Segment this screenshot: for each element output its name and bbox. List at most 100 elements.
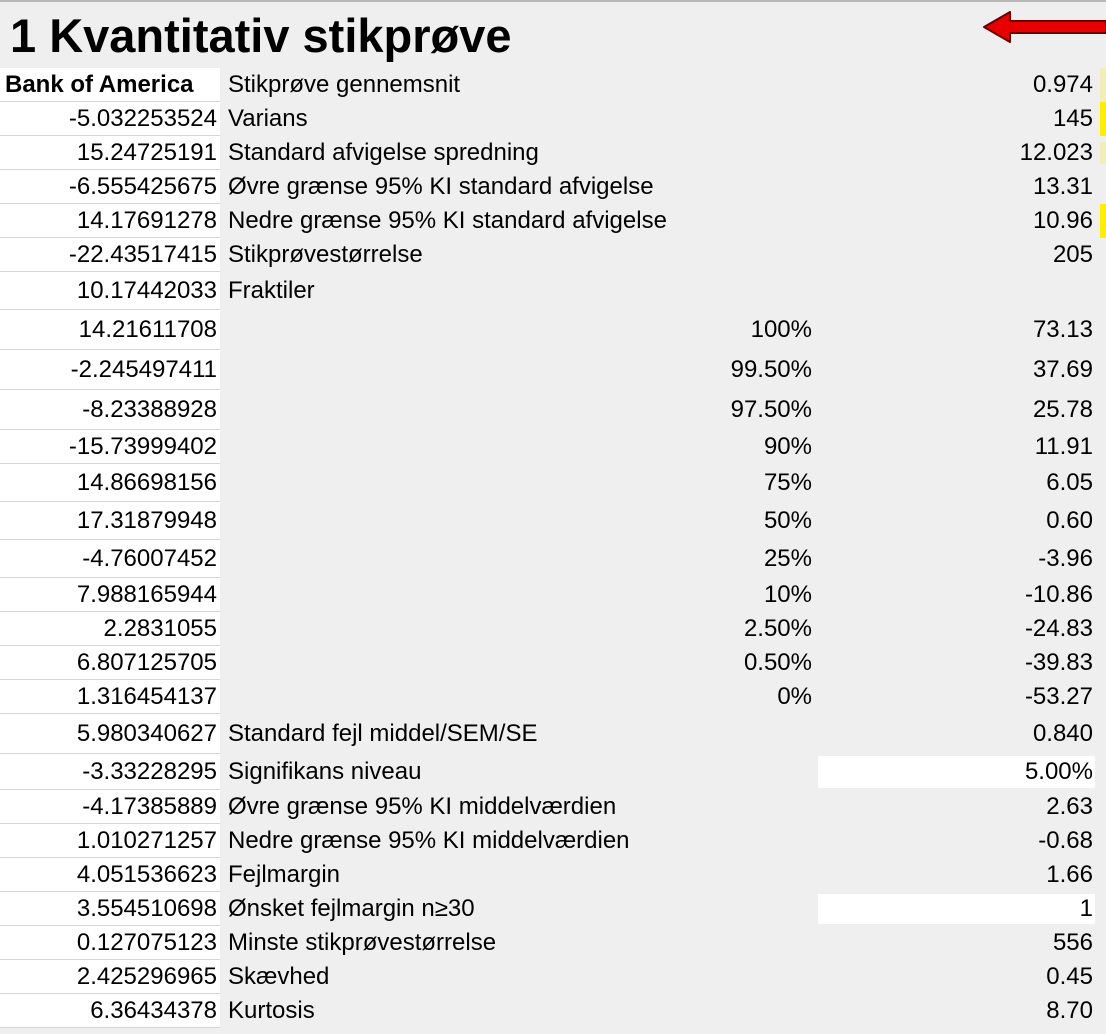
row-label[interactable]: Øvre grænse 95% KI middelværdien: [228, 793, 617, 820]
input-cell[interactable]: 1: [818, 894, 1095, 924]
column-a-cell[interactable]: 5.980340627: [0, 714, 220, 754]
row-value[interactable]: 0.840: [1032, 720, 1093, 747]
quantile-percent[interactable]: 97.50%: [730, 396, 812, 423]
column-a-cell[interactable]: 7.988165944: [0, 578, 220, 612]
quantile-percent[interactable]: [600, 926, 812, 960]
row-value[interactable]: -53.27: [1024, 683, 1093, 710]
quantile-percent[interactable]: [600, 102, 812, 136]
highlight-marker: [1100, 102, 1106, 136]
row-value[interactable]: 0.974: [1032, 71, 1093, 98]
column-a-cell[interactable]: 3.554510698: [0, 892, 220, 926]
row-label[interactable]: Ønsket fejlmargin n≥30: [228, 895, 475, 922]
quantile-percent[interactable]: [600, 272, 812, 310]
quantile-percent[interactable]: 2.50%: [743, 615, 812, 642]
row-label[interactable]: Fraktiler: [228, 277, 315, 304]
row-label[interactable]: Varians: [228, 105, 308, 132]
quantile-percent[interactable]: [600, 170, 812, 204]
row-label[interactable]: Nedre grænse 95% KI middelværdien: [228, 827, 630, 854]
row-value[interactable]: -24.83: [1024, 615, 1093, 642]
row-value[interactable]: -10.86: [1024, 581, 1093, 608]
quantile-percent[interactable]: 25%: [763, 545, 812, 572]
row-label[interactable]: Øvre grænse 95% KI standard afvigelse: [228, 173, 654, 200]
column-a-cell[interactable]: 10.17442033: [0, 272, 220, 310]
column-a-cell[interactable]: 4.051536623: [0, 858, 220, 892]
quantile-percent[interactable]: [600, 714, 812, 754]
row-value[interactable]: 37.69: [1032, 356, 1093, 383]
row-value[interactable]: 205: [1052, 241, 1093, 268]
row-value[interactable]: 12.023: [1019, 139, 1093, 166]
row-value[interactable]: 25.78: [1032, 396, 1093, 423]
column-a-cell[interactable]: 14.86698156: [0, 464, 220, 502]
quantile-percent[interactable]: 99.50%: [730, 356, 812, 383]
column-a-cell[interactable]: -15.73999402: [0, 430, 220, 464]
row-value[interactable]: 11.91: [1034, 433, 1093, 460]
column-a-header[interactable]: Bank of America: [0, 68, 220, 102]
row-value[interactable]: 1.66: [1046, 861, 1093, 888]
row-value[interactable]: -0.68: [1038, 827, 1093, 854]
column-a-cell[interactable]: 0.127075123: [0, 926, 220, 960]
quantile-percent[interactable]: [600, 238, 812, 272]
quantile-percent[interactable]: 100%: [750, 316, 812, 343]
row-value[interactable]: 0.45: [1046, 963, 1093, 990]
column-a-cell[interactable]: -22.43517415: [0, 238, 220, 272]
quantile-percent[interactable]: [600, 824, 812, 858]
quantile-percent[interactable]: [600, 204, 812, 238]
column-a-cell[interactable]: -6.555425675: [0, 170, 220, 204]
column-a-cell[interactable]: -4.76007452: [0, 540, 220, 578]
row-label[interactable]: Nedre grænse 95% KI standard afvigelse: [228, 207, 667, 234]
row-label[interactable]: Standard fejl middel/SEM/SE: [228, 720, 538, 747]
row-value[interactable]: 73.13: [1032, 316, 1093, 343]
column-a-cell[interactable]: -4.17385889: [0, 790, 220, 824]
row-value[interactable]: 6.05: [1046, 469, 1093, 496]
column-a-cell[interactable]: 14.21611708: [0, 310, 220, 350]
row-value[interactable]: -39.83: [1024, 649, 1093, 676]
row-value[interactable]: 0.60: [1046, 507, 1093, 534]
column-a-cell[interactable]: 6.36434378: [0, 994, 220, 1028]
row-value[interactable]: 145: [1052, 105, 1093, 132]
column-a-cell[interactable]: 14.17691278: [0, 204, 220, 238]
row-label[interactable]: Standard afvigelse spredning: [228, 139, 539, 166]
quantile-percent[interactable]: 10%: [763, 581, 812, 608]
row-value[interactable]: 13.31: [1032, 173, 1093, 200]
row-label[interactable]: Kurtosis: [228, 997, 315, 1024]
quantile-percent[interactable]: [600, 994, 812, 1028]
table-row: -4.17385889 Øvre grænse 95% KI middelværd…: [0, 790, 1106, 824]
row-value[interactable]: 2.63: [1046, 793, 1093, 820]
quantile-percent[interactable]: [600, 790, 812, 824]
column-a-cell[interactable]: -8.23388928: [0, 390, 220, 430]
column-a-cell[interactable]: 17.31879948: [0, 502, 220, 540]
column-a-cell[interactable]: 1.010271257: [0, 824, 220, 858]
column-a-cell[interactable]: -2.245497411: [0, 350, 220, 390]
column-a-cell[interactable]: -3.33228295: [0, 754, 220, 790]
column-a-cell[interactable]: 2.2831055: [0, 612, 220, 646]
quantile-percent[interactable]: 50%: [763, 507, 812, 534]
row-label[interactable]: Minste stikprøvestørrelse: [228, 929, 497, 956]
red-arrow-icon: [983, 11, 1106, 43]
row-value[interactable]: 556: [1052, 929, 1093, 956]
row-value[interactable]: 10.96: [1032, 207, 1093, 234]
column-a-cell[interactable]: 6.807125705: [0, 646, 220, 680]
row-label[interactable]: Skævhed: [228, 963, 330, 990]
input-cell[interactable]: 5.00%: [818, 756, 1095, 788]
row-value[interactable]: -3.96: [1038, 545, 1093, 572]
column-a-cell[interactable]: 1.316454137: [0, 680, 220, 714]
column-a-cell[interactable]: 2.425296965: [0, 960, 220, 994]
row-label[interactable]: Signifikans niveau: [228, 758, 422, 785]
quantile-percent[interactable]: [600, 754, 812, 790]
quantile-percent[interactable]: 0%: [777, 683, 812, 710]
row-label[interactable]: Fejlmargin: [228, 861, 341, 888]
table-row: 1.316454137 0% -53.27: [0, 680, 1106, 714]
quantile-percent[interactable]: [600, 858, 812, 892]
row-label[interactable]: Stikprøve gennemsnit: [228, 71, 461, 98]
quantile-percent[interactable]: [600, 136, 812, 170]
quantile-percent[interactable]: 0.50%: [743, 649, 812, 676]
column-a-cell[interactable]: 15.24725191: [0, 136, 220, 170]
quantile-percent[interactable]: 75%: [763, 469, 812, 496]
quantile-percent[interactable]: 90%: [763, 433, 812, 460]
row-value[interactable]: 8.70: [1046, 997, 1093, 1024]
quantile-percent[interactable]: [600, 960, 812, 994]
row-value[interactable]: [818, 272, 1095, 310]
quantile-percent[interactable]: [600, 892, 812, 926]
column-a-cell[interactable]: -5.032253524: [0, 102, 220, 136]
row-label[interactable]: Stikprøvestørrelse: [228, 241, 423, 268]
